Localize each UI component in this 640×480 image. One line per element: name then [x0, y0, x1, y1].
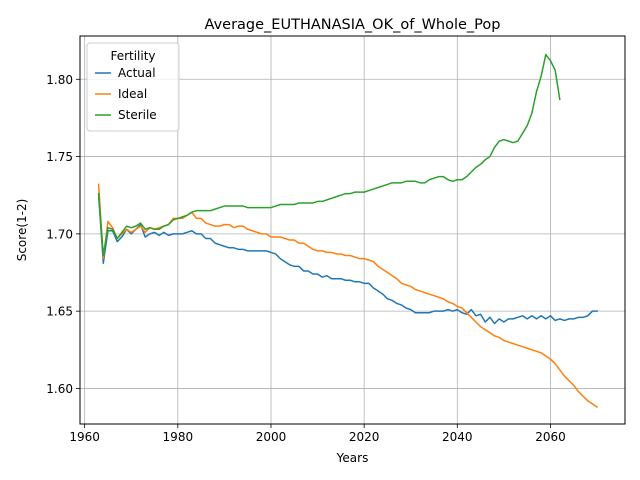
chart-title: Average_EUTHANASIA_OK_of_Whole_Pop — [205, 17, 501, 33]
legend-label-ideal: Ideal — [118, 87, 147, 101]
legend-box — [86, 42, 180, 132]
data-series — [97, 53, 599, 409]
legend: Fertility Actual Ideal Sterile — [86, 42, 180, 132]
plot-area-frame — [79, 35, 626, 425]
y-tick-label: 1.60 — [46, 382, 73, 396]
x-tick-label: 2020 — [349, 430, 380, 444]
legend-title: Fertility — [110, 49, 155, 63]
series-line-sterile — [97, 53, 561, 257]
y-tick-label: 1.80 — [46, 73, 73, 87]
x-tick-label: 1960 — [69, 430, 100, 444]
x-tick-label: 2000 — [256, 430, 287, 444]
legend-label-sterile: Sterile — [118, 108, 157, 122]
series-line-actual — [97, 194, 598, 325]
y-tick-label: 1.65 — [46, 305, 73, 319]
series-line-ideal — [97, 183, 599, 409]
y-tick-label: 1.75 — [46, 150, 73, 164]
x-tick-label: 1980 — [163, 430, 194, 444]
x-tick-label: 2060 — [535, 430, 566, 444]
axis-ticks: 1960 1980 2000 2020 2040 2060 1.60 1.65 1.70 1.75… — [46, 73, 565, 444]
legend-label-actual: Actual — [118, 66, 156, 80]
y-axis-label: Score(1-2) — [15, 199, 29, 262]
x-tick-label: 2040 — [442, 430, 473, 444]
x-axis-label: Years — [336, 451, 369, 465]
y-tick-label: 1.70 — [46, 227, 73, 241]
